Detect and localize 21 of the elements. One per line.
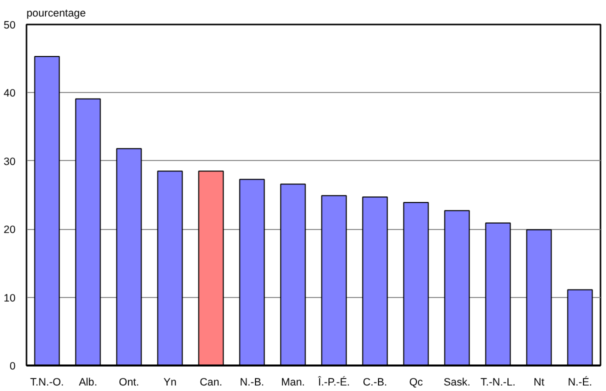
x-tick-label: N.-É. [568, 376, 592, 388]
y-tick-label: 20 [4, 224, 16, 236]
y-axis-title: pourcentage [26, 8, 86, 20]
x-tick-label: C.-B. [362, 376, 388, 388]
x-tick-label: Ont. [118, 376, 140, 388]
y-tick-label: 30 [4, 156, 16, 168]
y-tick-label: 0 [10, 360, 16, 372]
y-tick-label: 50 [4, 20, 16, 32]
x-tick-label: Qc [409, 376, 424, 388]
x-tick-label: Yn [163, 376, 177, 388]
y-tick-label: 10 [4, 292, 16, 304]
x-tick-label: Sask. [444, 376, 470, 388]
x-tick-label: Alb. [78, 376, 98, 388]
x-tick-label: Can. [200, 376, 222, 388]
x-tick-label: Î.-P.-É. [317, 376, 350, 388]
x-tick-label: Man. [281, 376, 305, 388]
y-tick-label: 40 [4, 88, 16, 100]
x-tick-label: T.-N.-L. [480, 376, 516, 388]
x-tick-label: N.-B. [240, 376, 264, 388]
x-tick-label: T.N.-O. [30, 376, 64, 388]
x-tick-label: Nt [534, 376, 544, 388]
